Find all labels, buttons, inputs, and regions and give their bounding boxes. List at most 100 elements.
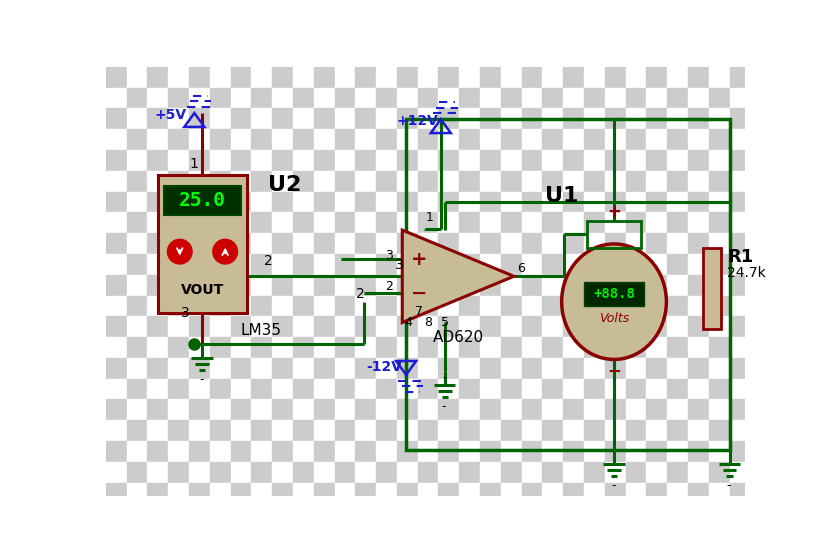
Bar [438, 296, 459, 316]
Bar [584, 129, 605, 150]
Bar [376, 233, 397, 254]
Text: VOUT: VOUT [181, 283, 224, 297]
Bar [605, 129, 626, 150]
Bar [564, 192, 584, 212]
Bar [210, 504, 231, 524]
Bar [314, 421, 334, 441]
Bar [647, 67, 667, 87]
Bar [521, 212, 543, 233]
Bar [521, 254, 543, 275]
Bar [148, 171, 168, 192]
Bar [500, 482, 521, 504]
Bar [148, 87, 168, 109]
Bar [459, 254, 480, 275]
Bar [584, 316, 605, 337]
Bar [521, 399, 543, 421]
Bar [397, 421, 417, 441]
Bar [730, 482, 750, 504]
Bar [293, 192, 314, 212]
Bar [293, 441, 314, 462]
Bar [397, 212, 417, 233]
Bar [314, 87, 334, 109]
Bar [480, 275, 500, 296]
Bar [459, 129, 480, 150]
Bar [438, 504, 459, 524]
Bar [272, 171, 293, 192]
Bar [355, 399, 376, 421]
Text: 2: 2 [264, 254, 272, 268]
Bar [564, 462, 584, 482]
Bar [105, 482, 127, 504]
Bar [189, 129, 210, 150]
Bar [543, 150, 564, 171]
Bar [605, 67, 626, 87]
Bar [605, 296, 626, 316]
Bar [647, 337, 667, 358]
Bar [584, 358, 605, 379]
Bar [376, 254, 397, 275]
Bar [397, 129, 417, 150]
Bar [272, 504, 293, 524]
Bar [293, 171, 314, 192]
Bar [521, 462, 543, 482]
Bar [189, 296, 210, 316]
Bar [417, 254, 438, 275]
Bar [438, 337, 459, 358]
Bar [376, 316, 397, 337]
Bar [168, 421, 189, 441]
Bar [730, 254, 750, 275]
Bar [500, 171, 521, 192]
Bar [626, 275, 647, 296]
Bar [417, 421, 438, 441]
Bar [127, 254, 148, 275]
Bar [355, 421, 376, 441]
Bar [168, 275, 189, 296]
Bar [626, 399, 647, 421]
Bar [376, 337, 397, 358]
Bar [168, 441, 189, 462]
Bar [272, 150, 293, 171]
Bar [626, 441, 647, 462]
Bar [293, 67, 314, 87]
Bar [730, 316, 750, 337]
Bar [334, 129, 355, 150]
Bar [459, 109, 480, 129]
Bar [231, 482, 251, 504]
Bar [334, 482, 355, 504]
Bar [709, 462, 730, 482]
Bar [584, 482, 605, 504]
Bar [521, 150, 543, 171]
Bar [293, 150, 314, 171]
Bar [480, 504, 500, 524]
Bar [626, 316, 647, 337]
Bar [251, 87, 272, 109]
Bar [564, 254, 584, 275]
Bar [521, 379, 543, 399]
Bar [626, 337, 647, 358]
Bar [543, 337, 564, 358]
Bar [459, 504, 480, 524]
Text: 5: 5 [441, 316, 449, 329]
Bar [148, 441, 168, 462]
Bar [459, 316, 480, 337]
Bar [688, 171, 709, 192]
Bar [521, 316, 543, 337]
Bar [438, 399, 459, 421]
Bar [210, 358, 231, 379]
Text: -: - [726, 479, 731, 492]
Bar [272, 379, 293, 399]
Bar [459, 421, 480, 441]
Bar [231, 109, 251, 129]
Bar [730, 150, 750, 171]
Polygon shape [403, 230, 514, 323]
Bar [459, 358, 480, 379]
Text: 3: 3 [394, 257, 403, 272]
Bar [459, 379, 480, 399]
Bar [417, 171, 438, 192]
Bar [314, 337, 334, 358]
Bar [543, 379, 564, 399]
Bar [272, 67, 293, 87]
Bar [251, 233, 272, 254]
Bar [709, 275, 730, 296]
Bar [543, 109, 564, 129]
